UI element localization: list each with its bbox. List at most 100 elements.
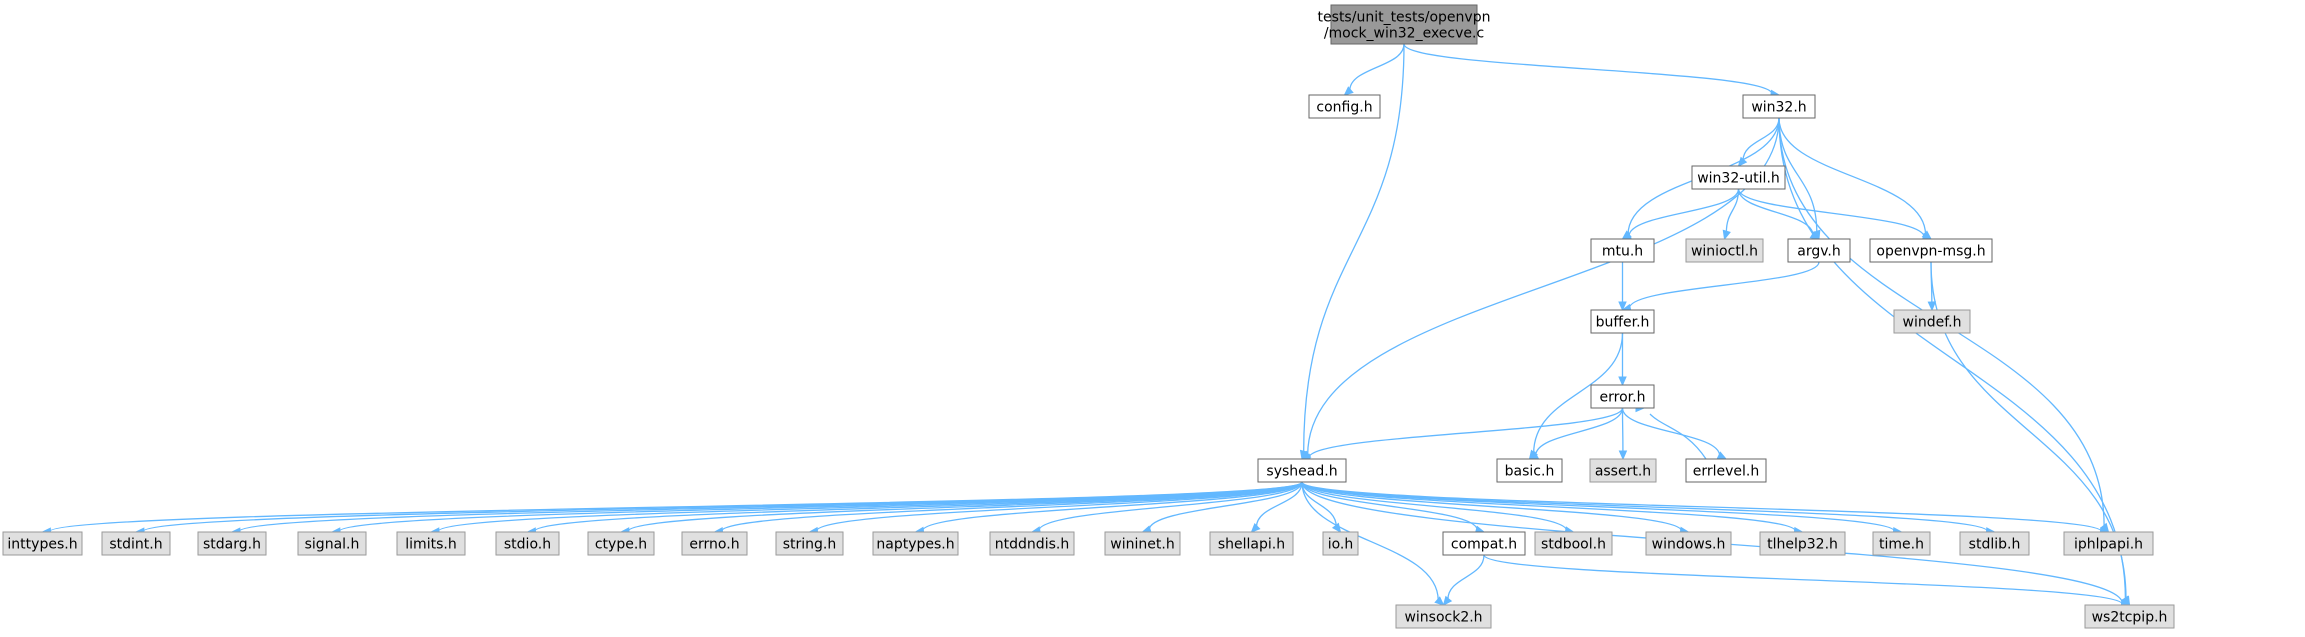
file-node-box-buffer	[1590, 309, 1655, 334]
file-node-box-ctype	[587, 531, 655, 556]
arrowhead-syshead-to-winsock2	[1434, 596, 1445, 606]
file-node-ws2tcpip[interactable]: ws2tcpip.h	[2084, 604, 2175, 629]
file-node-label-stdio: stdio.h	[504, 537, 551, 553]
file-node-label-signal: signal.h	[305, 537, 360, 553]
file-node-label-config: config.h	[1316, 100, 1372, 116]
edge-syshead-to-winsock2	[1301, 481, 1439, 601]
file-node-label-assert: assert.h	[1595, 464, 1651, 480]
file-node-box-ws2tcpip	[2084, 604, 2175, 629]
edge-root-to-config	[1349, 43, 1405, 91]
file-node-label-mtu: mtu.h	[1602, 244, 1643, 260]
file-node-label-io: io.h	[1328, 537, 1354, 553]
file-node-label-windef: windef.h	[1903, 315, 1962, 331]
file-node-label-limits: limits.h	[405, 537, 456, 553]
arrowhead-error-to-errlevel	[1716, 451, 1728, 460]
file-node-buffer[interactable]: buffer.h	[1590, 309, 1655, 334]
file-node-compat[interactable]: compat.h	[1442, 531, 1526, 556]
edge-syshead-to-stdint	[142, 481, 1303, 533]
file-node-tlhelp32[interactable]: tlhelp32.h	[1759, 531, 1846, 556]
file-node-label-stdint: stdint.h	[109, 537, 162, 553]
file-node-box-winsock2	[1395, 604, 1492, 629]
file-node-box-stdint	[101, 531, 171, 556]
file-node-winioctl[interactable]: winioctl.h	[1685, 238, 1764, 263]
edge-syshead-to-iphlpapi	[1301, 481, 2103, 533]
edge-win32-to-win32util	[1742, 117, 1780, 161]
file-node-assert[interactable]: assert.h	[1589, 458, 1657, 483]
edge-syshead-to-errno	[720, 481, 1303, 532]
file-node-label-wininet: wininet.h	[1110, 537, 1174, 553]
file-node-mtu[interactable]: mtu.h	[1590, 238, 1655, 263]
file-node-box-winioctl	[1685, 238, 1764, 263]
edge-win32util-to-mtu	[1628, 188, 1740, 237]
file-node-winsock2[interactable]: winsock2.h	[1395, 604, 1492, 629]
file-node-label-openvpnmsg: openvpn-msg.h	[1876, 244, 1985, 260]
file-node-shellapi[interactable]: shellapi.h	[1209, 531, 1294, 556]
file-node-windef[interactable]: windef.h	[1893, 309, 1971, 334]
file-node-label-errno: errno.h	[689, 537, 739, 553]
file-node-openvpnmsg[interactable]: openvpn-msg.h	[1869, 238, 1993, 263]
arrowhead-buffer-to-error	[1618, 376, 1627, 387]
file-node-box-stdio	[495, 531, 560, 556]
file-node-label-buffer: buffer.h	[1596, 315, 1650, 331]
file-node-ctype[interactable]: ctype.h	[587, 531, 655, 556]
edge-win32-to-openvpnmsg	[1778, 117, 1927, 235]
edge-error-to-syshead	[1308, 407, 1624, 459]
file-node-box-shellapi	[1209, 531, 1294, 556]
edge-syshead-to-ctype	[627, 481, 1303, 533]
file-node-stdarg[interactable]: stdarg.h	[197, 531, 267, 556]
file-node-config[interactable]: config.h	[1308, 94, 1381, 119]
file-node-box-config	[1308, 94, 1381, 119]
file-node-box-string	[775, 531, 844, 556]
arrowhead-error-to-assert	[1618, 450, 1628, 461]
edge-syshead-to-stdarg	[238, 481, 1303, 533]
file-node-box-time	[1872, 531, 1931, 556]
edge-syshead-to-string	[815, 481, 1303, 532]
file-nodes: tests/unit_tests/openvpn/mock_win32_exec…	[2, 4, 2175, 629]
edge-syshead-to-stdlib	[1301, 481, 1989, 533]
edge-errlevel-to-error	[1649, 413, 1707, 460]
file-node-argv[interactable]: argv.h	[1787, 238, 1851, 263]
file-node-basic[interactable]: basic.h	[1496, 458, 1563, 483]
file-node-signal[interactable]: signal.h	[297, 531, 367, 556]
file-node-label-win32util: win32-util.h	[1697, 171, 1780, 187]
edge-win32util-to-openvpnmsg	[1737, 188, 1925, 238]
file-node-errno[interactable]: errno.h	[681, 531, 748, 556]
file-node-root[interactable]: tests/unit_tests/openvpn/mock_win32_exec…	[1318, 4, 1491, 45]
file-node-windows[interactable]: windows.h	[1645, 531, 1732, 556]
file-node-time[interactable]: time.h	[1872, 531, 1931, 556]
edge-syshead-to-signal	[338, 481, 1303, 533]
file-node-label-winsock2: winsock2.h	[1404, 610, 1482, 626]
edge-error-to-basic	[1534, 407, 1624, 456]
file-node-label-errlevel: errlevel.h	[1693, 464, 1760, 480]
file-node-io[interactable]: io.h	[1322, 531, 1359, 556]
file-node-box-stdbool	[1534, 531, 1613, 556]
file-node-limits[interactable]: limits.h	[396, 531, 466, 556]
edge-win32util-to-argv	[1737, 188, 1814, 236]
file-node-win32[interactable]: win32.h	[1742, 94, 1816, 119]
file-node-iphlpapi[interactable]: iphlpapi.h	[2063, 531, 2154, 556]
file-node-label-naptypes: naptypes.h	[876, 537, 954, 553]
file-node-syshead[interactable]: syshead.h	[1257, 458, 1347, 483]
file-node-stdio[interactable]: stdio.h	[495, 531, 560, 556]
file-node-wininet[interactable]: wininet.h	[1104, 531, 1181, 556]
file-node-label-ntddndis: ntddndis.h	[995, 537, 1069, 553]
file-node-stdbool[interactable]: stdbool.h	[1534, 531, 1613, 556]
file-node-box-inttypes	[2, 531, 83, 556]
file-node-string[interactable]: string.h	[775, 531, 844, 556]
file-node-label-compat: compat.h	[1451, 537, 1517, 553]
file-node-stdlib[interactable]: stdlib.h	[1959, 531, 2030, 556]
edge-syshead-to-stdbool	[1301, 481, 1568, 532]
file-node-ntddndis[interactable]: ntddndis.h	[989, 531, 1075, 556]
file-node-error[interactable]: error.h	[1590, 384, 1655, 409]
file-node-box-errno	[681, 531, 748, 556]
file-node-inttypes[interactable]: inttypes.h	[2, 531, 83, 556]
file-node-errlevel[interactable]: errlevel.h	[1685, 458, 1767, 483]
file-node-box-mtu	[1590, 238, 1655, 263]
file-node-win32util[interactable]: win32-util.h	[1691, 165, 1786, 190]
edge-buffer-to-basic	[1533, 332, 1624, 454]
arrowhead-syshead-to-shellapi	[1250, 522, 1261, 533]
file-node-naptypes[interactable]: naptypes.h	[872, 531, 959, 556]
file-node-label-ws2tcpip: ws2tcpip.h	[2092, 610, 2168, 626]
file-node-stdint[interactable]: stdint.h	[101, 531, 171, 556]
